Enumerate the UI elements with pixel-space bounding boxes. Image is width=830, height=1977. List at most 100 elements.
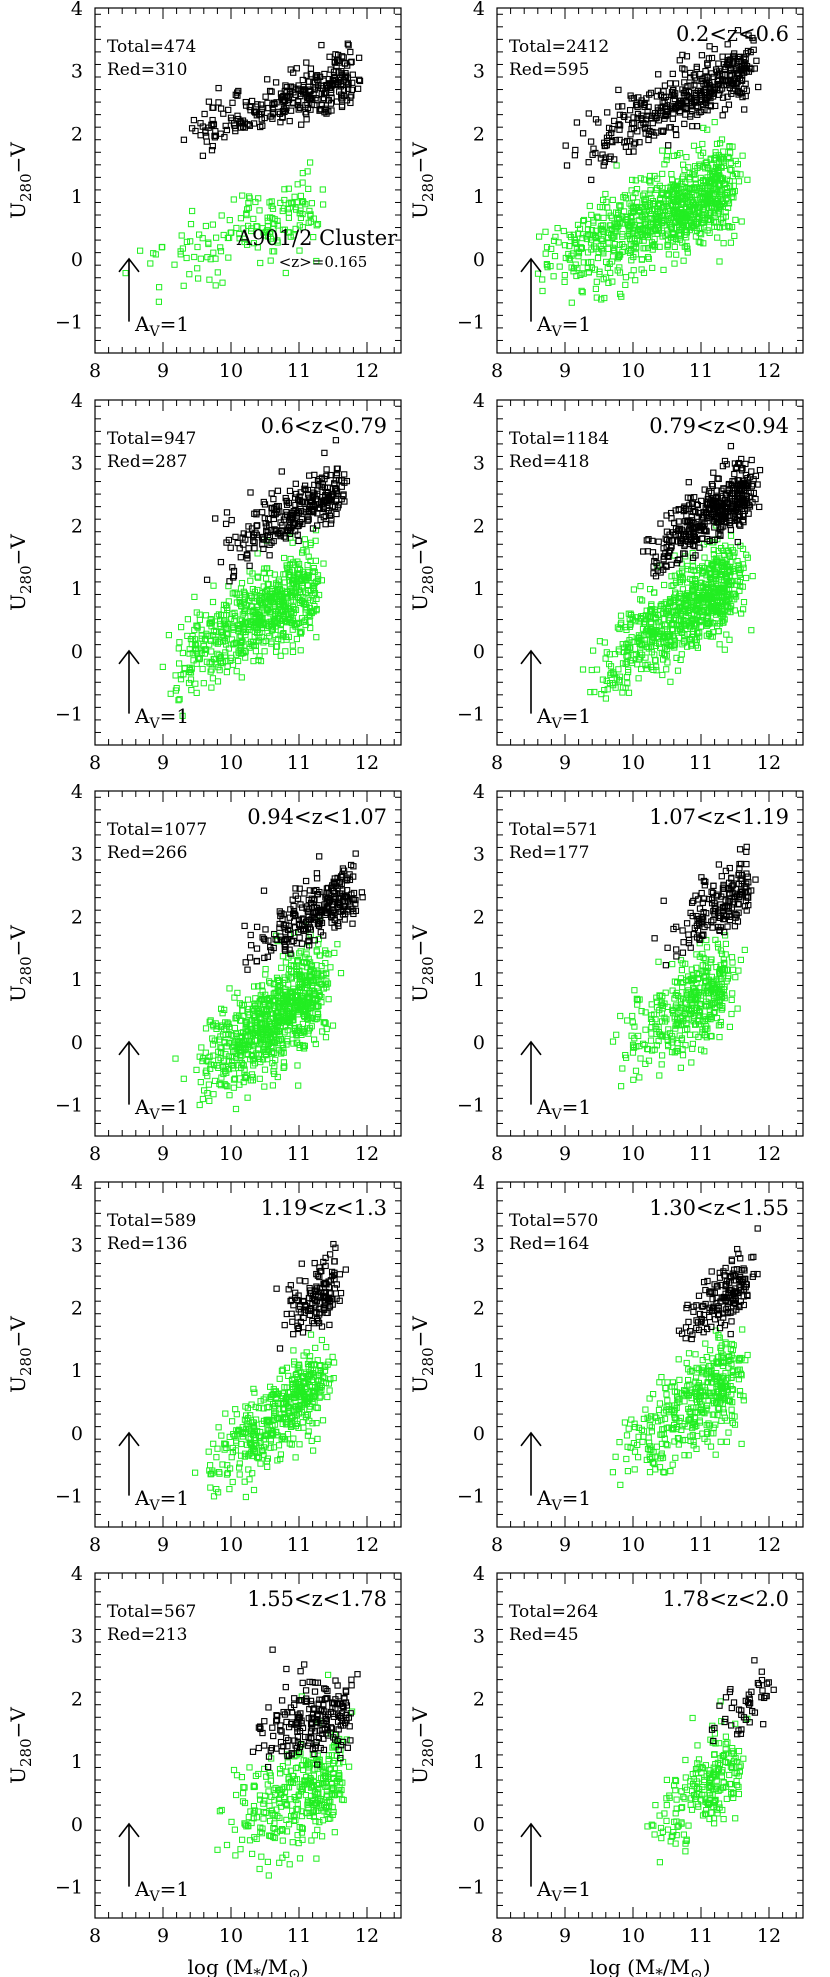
blue-point bbox=[312, 1040, 319, 1048]
blue-point bbox=[255, 574, 262, 581]
blue-point bbox=[671, 191, 678, 198]
scatter-points bbox=[579, 442, 764, 702]
red-point bbox=[679, 65, 686, 72]
x-tick-label: 12 bbox=[757, 752, 781, 774]
blue-point bbox=[636, 208, 644, 215]
red-point bbox=[268, 490, 275, 497]
blue-point bbox=[319, 1028, 326, 1035]
red-point bbox=[720, 515, 727, 523]
blue-point bbox=[620, 644, 627, 651]
blue-point bbox=[707, 183, 714, 190]
blue-point bbox=[689, 214, 697, 221]
blue-point bbox=[602, 655, 609, 662]
red-point bbox=[270, 495, 277, 503]
blue-point bbox=[638, 256, 645, 263]
blue-point bbox=[654, 175, 661, 182]
red-point bbox=[701, 486, 708, 493]
blue-point bbox=[273, 581, 280, 588]
blue-point bbox=[680, 210, 687, 217]
blue-point bbox=[212, 282, 219, 289]
blue-point bbox=[167, 690, 174, 697]
red-point bbox=[742, 92, 749, 100]
blue-point bbox=[242, 620, 250, 627]
blue-point bbox=[325, 996, 332, 1003]
blue-point bbox=[566, 256, 574, 263]
red-point bbox=[229, 99, 236, 106]
red-point bbox=[303, 116, 310, 123]
blue-point bbox=[312, 537, 319, 544]
blue-point bbox=[731, 232, 738, 240]
blue-point bbox=[282, 648, 289, 655]
red-point bbox=[208, 122, 215, 129]
red-point bbox=[675, 101, 682, 108]
blue-point bbox=[650, 666, 657, 673]
blue-point bbox=[628, 187, 635, 194]
blue-point bbox=[206, 276, 213, 283]
red-point bbox=[305, 508, 313, 515]
red-point bbox=[657, 107, 665, 115]
red-point bbox=[228, 516, 235, 524]
blue-point bbox=[648, 194, 655, 202]
blue-point bbox=[622, 281, 629, 288]
blue-point bbox=[619, 241, 626, 248]
blue-point bbox=[637, 583, 644, 590]
red-point bbox=[347, 48, 354, 56]
red-point bbox=[676, 99, 684, 106]
blue-point bbox=[210, 1091, 217, 1098]
red-point bbox=[664, 96, 671, 104]
blue-point bbox=[191, 636, 199, 643]
blue-point bbox=[281, 186, 288, 193]
red-point bbox=[306, 78, 313, 85]
blue-point bbox=[703, 158, 710, 165]
red-point bbox=[246, 562, 253, 569]
blue-point bbox=[718, 154, 726, 161]
blue-point bbox=[184, 632, 191, 639]
red-point bbox=[675, 526, 682, 533]
red-point bbox=[232, 91, 239, 98]
blue-point bbox=[644, 254, 652, 261]
red-point bbox=[333, 472, 340, 479]
red-point bbox=[725, 101, 733, 108]
red-point bbox=[728, 489, 736, 497]
red-point bbox=[741, 507, 748, 515]
red-point bbox=[616, 122, 624, 129]
blue-point bbox=[293, 635, 300, 643]
red-point bbox=[731, 470, 738, 478]
blue-point bbox=[682, 601, 689, 608]
red-point bbox=[713, 515, 721, 522]
blue-point bbox=[181, 664, 189, 672]
blue-point bbox=[715, 167, 722, 174]
blue-point bbox=[600, 214, 607, 222]
total-count: Total=474 bbox=[107, 37, 196, 57]
blue-point bbox=[250, 215, 257, 223]
blue-point bbox=[228, 1039, 235, 1046]
red-point bbox=[673, 131, 680, 139]
blue-point bbox=[579, 231, 586, 238]
blue-point bbox=[719, 582, 726, 589]
blue-point bbox=[667, 678, 674, 685]
red-point bbox=[645, 536, 652, 543]
blue-point bbox=[337, 970, 345, 977]
y-tick-label: −1 bbox=[55, 704, 83, 726]
blue-point bbox=[643, 616, 650, 623]
blue-point bbox=[309, 608, 316, 615]
blue-point bbox=[194, 265, 201, 272]
blue-point bbox=[665, 251, 672, 258]
red-point bbox=[323, 466, 330, 473]
red-point bbox=[264, 76, 271, 83]
blue-point bbox=[575, 250, 583, 257]
red-point bbox=[739, 511, 747, 518]
blue-point bbox=[724, 592, 732, 599]
blue-point bbox=[602, 695, 609, 702]
blue-point bbox=[699, 567, 706, 574]
blue-point bbox=[543, 261, 550, 268]
blue-point bbox=[554, 225, 561, 232]
blue-point bbox=[203, 1067, 210, 1074]
blue-point bbox=[616, 625, 623, 633]
red-point bbox=[248, 97, 256, 105]
blue-point bbox=[268, 198, 275, 205]
blue-point bbox=[270, 604, 277, 611]
blue-point bbox=[561, 278, 568, 285]
blue-point bbox=[725, 153, 732, 161]
